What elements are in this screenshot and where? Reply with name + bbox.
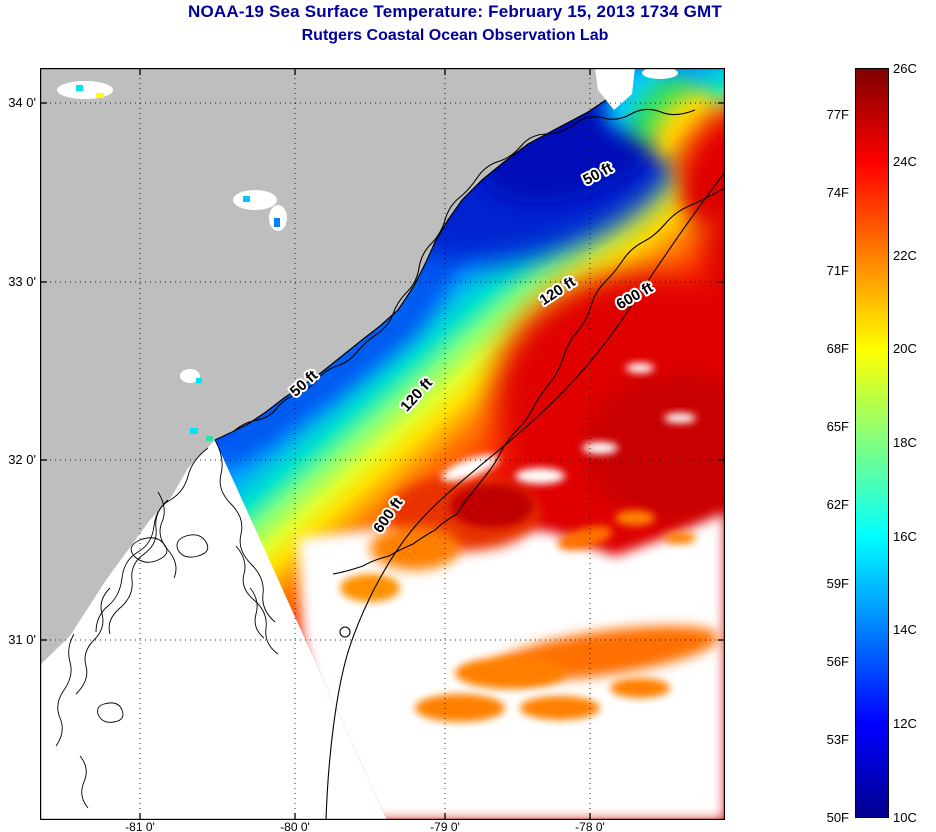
- land-mass: [40, 68, 635, 665]
- colorbar-label-26c: 26C: [893, 61, 917, 76]
- colorbar-label-50f: 50F: [826, 810, 849, 825]
- colorbar-label-53f: 53F: [826, 732, 849, 747]
- cape-cloud: [595, 68, 635, 110]
- page-title: NOAA-19 Sea Surface Temperature: Februar…: [188, 2, 722, 21]
- colorbar-label-24c: 24C: [893, 154, 917, 169]
- x-axis-label-81: -81 0': [125, 820, 155, 832]
- page-subtitle: Rutgers Coastal Ocean Observation Lab: [301, 27, 609, 44]
- marsh-coastline-contours: [55, 439, 279, 809]
- colorbar-label-62f: 62F: [826, 497, 849, 512]
- contour-line-50ft: [234, 108, 696, 431]
- colorbar-label-20c: 20C: [893, 341, 917, 356]
- sst-map: 50 ft 50 ft 120 ft 120 ft 600 ft 600 ft: [40, 67, 726, 821]
- map-frame: [40, 68, 725, 820]
- contour-line-600ft: [325, 171, 726, 821]
- y-axis-label-33: 33 0': [8, 274, 36, 289]
- colorbar-label-71f: 71F: [826, 263, 849, 278]
- x-axis-label-80: -80 0': [280, 820, 310, 832]
- colorbar-label-10c: 10C: [893, 810, 917, 825]
- colorbar-label-59f: 59F: [826, 576, 849, 591]
- temperature-colorbar: [855, 68, 889, 818]
- y-axis-label-34: 34 0': [8, 95, 36, 110]
- colorbar-label-18c: 18C: [893, 435, 917, 450]
- colorbar-label-12c: 12C: [893, 716, 917, 731]
- coastline: [214, 67, 636, 441]
- contour-line-120ft: [332, 187, 726, 575]
- x-axis-label-78: -78 0': [575, 820, 605, 832]
- colorbar-label-56f: 56F: [826, 654, 849, 669]
- colorbar-label-65f: 65F: [826, 419, 849, 434]
- colorbar-label-14c: 14C: [893, 622, 917, 637]
- colorbar-label-77f: 77F: [826, 107, 849, 122]
- colorbar-label-74f: 74F: [826, 185, 849, 200]
- eddy-contour: [339, 626, 351, 638]
- header: NOAA-19 Sea Surface Temperature: Februar…: [0, 2, 910, 45]
- y-axis-label-31: 31 0': [8, 632, 36, 647]
- colorbar-label-68f: 68F: [826, 341, 849, 356]
- small-cloud-patches: [57, 67, 678, 441]
- graticule: [40, 68, 725, 820]
- colorbar-label-16c: 16C: [893, 529, 917, 544]
- colorbar-label-22c: 22C: [893, 248, 917, 263]
- sst-map-canvas: 50 ft 50 ft 120 ft 120 ft 600 ft 600 ft: [40, 67, 726, 821]
- x-axis-label-79: -79 0': [430, 820, 460, 832]
- y-axis-label-32: 32 0': [8, 452, 36, 467]
- warm-corner-water: [679, 102, 725, 224]
